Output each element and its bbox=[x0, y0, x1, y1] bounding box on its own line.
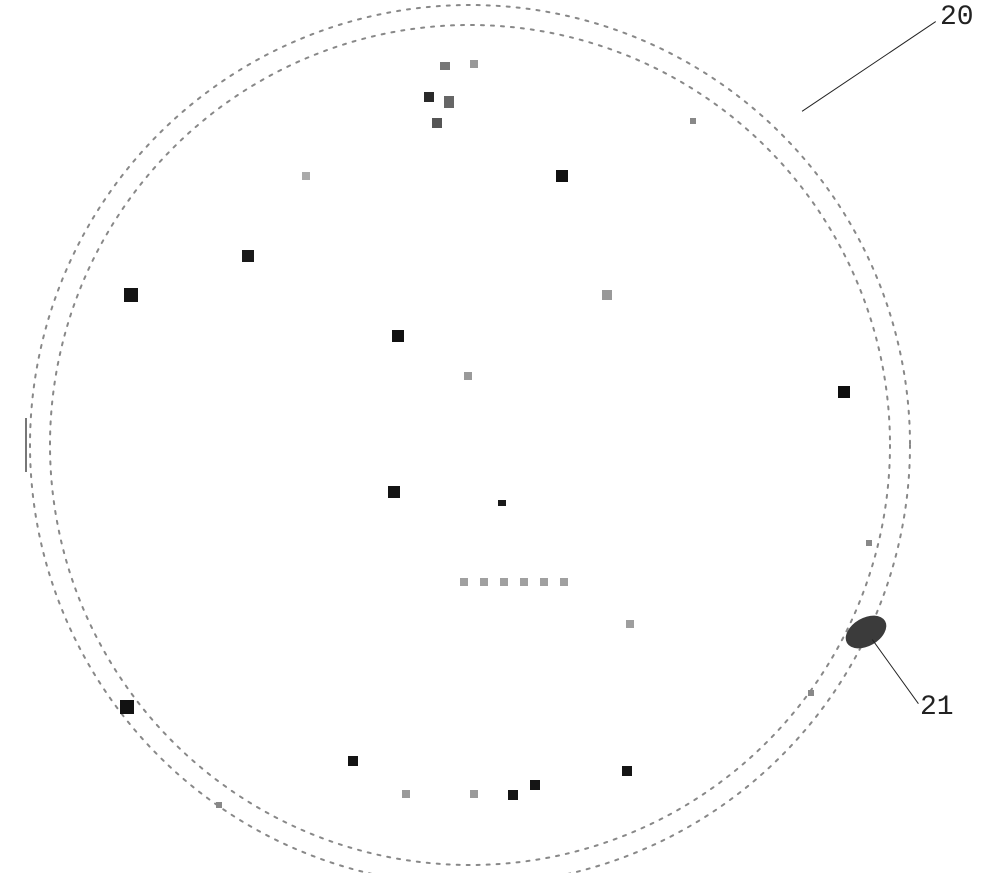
figure-canvas: 20 21 bbox=[0, 0, 1000, 873]
callout-label-20: 20 bbox=[940, 2, 974, 33]
callout-text: 21 bbox=[920, 692, 954, 723]
callout-label-21: 21 bbox=[920, 692, 954, 723]
callout-text: 20 bbox=[940, 2, 974, 33]
diagram-svg bbox=[0, 0, 1000, 873]
